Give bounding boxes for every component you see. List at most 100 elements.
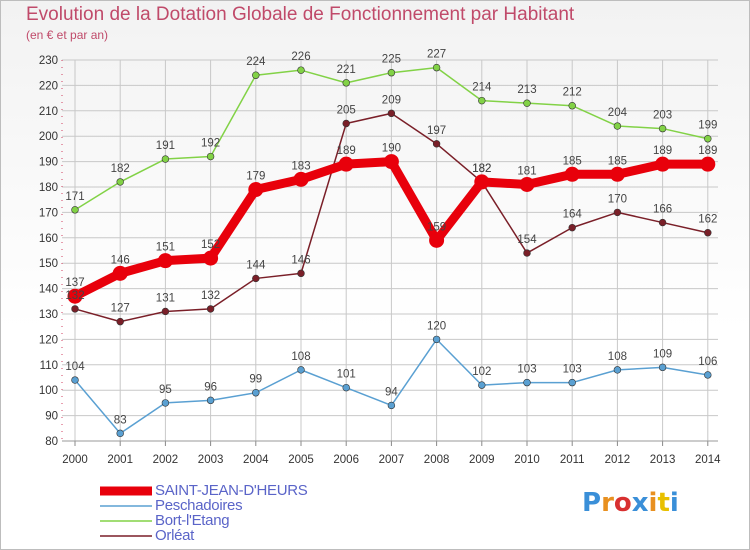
data-label-bort-l-etang-2000: 171 (65, 191, 84, 203)
x-tick-label-2011: 2011 (560, 454, 585, 466)
point-saint-jean-d-heurs-2008 (429, 232, 445, 248)
y-tick-label-160: 160 (39, 233, 58, 245)
point-orl-at-2004 (252, 274, 260, 283)
point-saint-jean-d-heurs-2003 (203, 250, 219, 266)
data-label-saint-jean-d-heurs-2001: 146 (111, 254, 130, 266)
point-peschadoires-2002 (161, 399, 170, 407)
data-label-peschadoires-2011: 103 (563, 364, 582, 376)
y-tick-label-120: 120 (39, 334, 58, 346)
point-peschadoires-2008 (432, 335, 441, 344)
y-tick-label-140: 140 (39, 284, 58, 296)
point-peschadoires-2012 (613, 366, 622, 374)
y-tick-label-90: 90 (45, 411, 58, 423)
x-tick-label-2010: 2010 (514, 454, 540, 466)
data-label-orl-at-2009: 182 (472, 163, 491, 175)
point-orl-at-2003 (206, 305, 215, 313)
point-bort-l-etang-2013 (658, 124, 667, 133)
point-orl-at-2001 (116, 317, 124, 326)
logo-letter: i (669, 488, 679, 518)
data-label-peschadoires-2007: 94 (385, 386, 398, 398)
data-label-saint-jean-d-heurs-2000: 137 (65, 277, 84, 289)
logo-letter: t (657, 488, 670, 518)
point-peschadoires-2005 (297, 366, 305, 374)
data-label-saint-jean-d-heurs-2008: 159 (427, 221, 446, 233)
y-tick-label-80: 80 (45, 436, 58, 448)
data-label-orl-at-2000: 132 (65, 290, 84, 302)
data-label-saint-jean-d-heurs-2006: 189 (337, 145, 356, 157)
point-orl-at-2005 (297, 269, 305, 278)
data-label-bort-l-etang-2014: 199 (698, 120, 717, 132)
point-peschadoires-2001 (116, 429, 124, 438)
data-label-orl-at-2012: 170 (608, 193, 627, 205)
data-label-bort-l-etang-2003: 192 (201, 138, 220, 150)
data-label-bort-l-etang-2007: 225 (382, 54, 401, 66)
y-tick-label-110: 110 (40, 360, 58, 372)
data-label-bort-l-etang-2008: 227 (427, 49, 446, 61)
x-tick-label-2013: 2013 (650, 454, 676, 466)
data-label-saint-jean-d-heurs-2004: 179 (246, 171, 265, 183)
y-tick-label-200: 200 (39, 131, 58, 143)
x-tick-label-2004: 2004 (243, 454, 269, 466)
data-label-orl-at-2004: 144 (246, 259, 266, 271)
y-tick-label-230: 230 (39, 55, 58, 67)
point-saint-jean-d-heurs-2004 (248, 182, 264, 198)
logo-letter: o (613, 488, 632, 518)
data-label-bort-l-etang-2002: 191 (156, 140, 175, 152)
point-peschadoires-2000 (71, 376, 79, 384)
logo-letter: r (601, 488, 614, 518)
data-label-bort-l-etang-2001: 182 (111, 163, 130, 175)
proxiti-logo: Proxiti (582, 488, 679, 518)
x-tick-label-2001: 2001 (107, 454, 133, 466)
chart-title: Evolution de la Dotation Globale de Fonc… (26, 4, 575, 25)
point-peschadoires-2006 (342, 383, 350, 392)
data-label-orl-at-2006: 205 (337, 105, 356, 117)
data-label-peschadoires-2006: 101 (337, 369, 356, 381)
logo-letter: x (631, 488, 649, 518)
data-label-saint-jean-d-heurs-2002: 151 (156, 242, 175, 254)
data-label-saint-jean-d-heurs-2009: 182 (472, 163, 491, 175)
data-label-bort-l-etang-2009: 214 (472, 82, 492, 94)
point-peschadoires-2014 (704, 371, 712, 379)
point-bort-l-etang-2001 (116, 178, 124, 186)
data-label-orl-at-2005: 146 (291, 254, 310, 266)
legend-swatch-bort-letang (100, 520, 152, 522)
legend-swatch-peschadoires (100, 505, 152, 507)
x-tick-label-2008: 2008 (424, 454, 450, 466)
point-saint-jean-d-heurs-2011 (564, 166, 580, 182)
data-label-orl-at-2001: 127 (111, 303, 130, 315)
point-bort-l-etang-2000 (71, 206, 79, 214)
data-label-bort-l-etang-2006: 221 (337, 64, 356, 76)
data-label-bort-l-etang-2012: 204 (608, 107, 628, 119)
y-tick-label-150: 150 (39, 258, 58, 270)
point-bort-l-etang-2014 (704, 135, 712, 143)
y-tick-label-220: 220 (39, 80, 58, 92)
data-label-saint-jean-d-heurs-2003: 152 (201, 239, 220, 251)
point-saint-jean-d-heurs-2014 (700, 156, 716, 172)
point-orl-at-2010 (523, 249, 531, 257)
data-label-orl-at-2010: 154 (517, 234, 537, 246)
data-label-peschadoires-2009: 102 (472, 366, 491, 378)
legend-label-peschadoires: Peschadoires (155, 497, 243, 514)
point-peschadoires-2011 (568, 378, 576, 387)
point-orl-at-2014 (704, 229, 712, 237)
data-label-saint-jean-d-heurs-2010: 181 (517, 165, 536, 177)
point-bort-l-etang-2008 (432, 63, 441, 72)
data-label-bort-l-etang-2013: 203 (653, 110, 672, 122)
data-label-saint-jean-d-heurs-2011: 185 (563, 155, 582, 167)
x-tick-label-2003: 2003 (198, 454, 224, 466)
point-bort-l-etang-2005 (297, 66, 305, 74)
point-peschadoires-2010 (523, 378, 531, 387)
data-label-saint-jean-d-heurs-2012: 185 (608, 155, 627, 167)
point-peschadoires-2003 (206, 396, 215, 405)
point-bort-l-etang-2009 (478, 96, 486, 105)
y-tick-label-100: 100 (39, 385, 58, 397)
data-label-saint-jean-d-heurs-2013: 189 (653, 145, 672, 157)
data-label-orl-at-2008: 197 (427, 125, 446, 137)
data-label-bort-l-etang-2010: 213 (517, 84, 536, 96)
point-bort-l-etang-2004 (252, 71, 260, 79)
data-label-saint-jean-d-heurs-2014: 189 (698, 145, 717, 157)
y-tick-label-210: 210 (39, 106, 58, 118)
x-tick-label-2005: 2005 (288, 454, 314, 466)
data-label-saint-jean-d-heurs-2005: 183 (291, 160, 310, 172)
data-label-peschadoires-2014: 106 (698, 356, 717, 368)
